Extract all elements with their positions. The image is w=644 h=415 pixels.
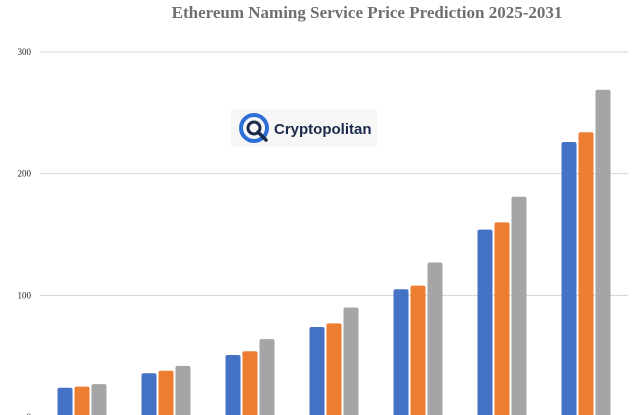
bar-2025-series-1 [57, 387, 73, 415]
cryptopolitan-watermark: Cryptopolitan [231, 109, 377, 147]
y-tick-label: 0 [27, 412, 32, 415]
bar-2031-series-2 [578, 132, 594, 415]
bar-2027-series-1 [225, 354, 241, 415]
bars [57, 89, 611, 415]
bar-2030-series-2 [494, 222, 510, 415]
bar-2026-series-2 [158, 370, 174, 415]
bar-2028-series-2 [326, 323, 342, 415]
bar-2029-series-2 [410, 285, 426, 415]
bar-2026-series-1 [141, 373, 157, 415]
bar-2030-series-1 [477, 229, 493, 415]
bar-2026-series-3 [175, 365, 191, 415]
y-tick-label: 200 [18, 169, 32, 179]
y-tick-label: 300 [18, 47, 32, 57]
bar-2025-series-3 [91, 384, 107, 415]
bar-2031-series-3 [595, 89, 611, 415]
bar-2031-series-1 [561, 142, 577, 415]
chart-title: Ethereum Naming Service Price Prediction… [171, 3, 563, 22]
grid-lines [40, 51, 628, 296]
watermark-text: Cryptopolitan [274, 121, 372, 138]
bar-2025-series-2 [74, 386, 90, 415]
bar-2029-series-1 [393, 289, 409, 415]
bar-2028-series-1 [309, 326, 325, 415]
bar-2027-series-3 [259, 339, 275, 415]
cryptopolitan-logo-icon [239, 113, 269, 143]
bar-2029-series-3 [427, 262, 443, 415]
bar-2028-series-3 [343, 307, 359, 415]
bar-2027-series-2 [242, 351, 258, 415]
bar-2030-series-3 [511, 196, 527, 415]
y-axis-ticks: 0 100 200 300 [18, 47, 32, 415]
y-tick-label: 100 [18, 290, 32, 300]
